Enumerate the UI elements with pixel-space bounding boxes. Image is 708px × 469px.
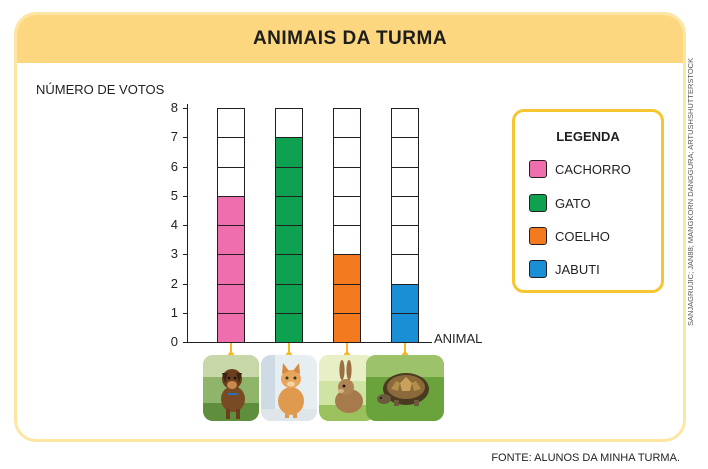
bar-empty-cell <box>217 137 245 168</box>
legend-item-cachorro: CACHORRO <box>529 159 631 179</box>
legend-label: GATO <box>555 195 591 211</box>
bar-empty-cell <box>391 166 419 197</box>
y-tick-mark <box>183 137 188 139</box>
tortoise-photo <box>366 355 444 421</box>
bar-connector <box>230 343 232 355</box>
bar-filled-cell <box>217 225 245 256</box>
legend-label: CACHORRO <box>555 161 631 177</box>
chart-source: FONTE: ALUNOS DA MINHA TURMA. <box>491 452 680 464</box>
bar-filled-cell <box>275 166 303 197</box>
card-header: ANIMAIS DA TURMA <box>17 15 683 63</box>
chart-title: ANIMAIS DA TURMA <box>252 28 448 49</box>
y-tick-mark <box>183 166 188 168</box>
bar-filled-cell <box>275 283 303 314</box>
legend-label: COELHO <box>555 228 610 244</box>
bar-filled-cell <box>217 254 245 285</box>
y-tick-mark <box>183 342 188 343</box>
y-tick-mark <box>183 254 188 256</box>
legend-item-coelho: COELHO <box>529 226 610 246</box>
legend-title: LEGENDA <box>556 129 620 144</box>
bar-cachorro <box>217 108 245 343</box>
legend-item-jabuti: JABUTI <box>529 259 600 279</box>
y-tick-mark <box>183 283 188 285</box>
bar-filled-cell <box>275 254 303 285</box>
bar-filled-cell <box>391 312 419 343</box>
bar-empty-cell <box>275 108 303 139</box>
bar-filled-cell <box>333 254 361 285</box>
bar-filled-cell <box>275 225 303 256</box>
legend-swatch-jabuti <box>529 260 547 278</box>
y-tick-label: 0 <box>170 334 178 349</box>
bar-connector <box>288 343 290 355</box>
legend-swatch-cachorro <box>529 160 547 178</box>
bar-filled-cell <box>333 283 361 314</box>
x-axis-line <box>187 342 432 343</box>
bar-filled-cell <box>333 312 361 343</box>
y-tick-label: 3 <box>170 246 178 262</box>
dog-photo <box>203 355 259 421</box>
y-tick-mark <box>183 195 188 197</box>
legend-swatch-gato <box>529 194 547 212</box>
bar-empty-cell <box>391 254 419 285</box>
bar-filled-cell <box>217 312 245 343</box>
y-tick-label: 4 <box>170 217 178 232</box>
bar-filled-cell <box>391 283 419 314</box>
bar-empty-cell <box>333 225 361 256</box>
x-axis-label: ANIMAL <box>434 331 483 346</box>
bar-filled-cell <box>275 195 303 226</box>
bar-empty-cell <box>333 166 361 197</box>
bar-empty-cell <box>217 166 245 197</box>
legend-swatch-coelho <box>529 227 547 245</box>
legend-item-gato: GATO <box>529 193 591 213</box>
y-tick-label: 8 <box>170 100 178 115</box>
bar-empty-cell <box>391 108 419 139</box>
y-tick-label: 7 <box>170 129 178 145</box>
y-tick-mark <box>183 312 188 314</box>
bar-connector <box>346 343 348 355</box>
bar-filled-cell <box>275 312 303 343</box>
rabbit-photo <box>319 355 375 421</box>
y-axis-label: NÚMERO DE VOTOS <box>36 82 165 97</box>
bar-empty-cell <box>391 137 419 168</box>
y-tick-label: 6 <box>170 158 178 174</box>
bar-filled-cell <box>217 283 245 314</box>
y-tick-label: 2 <box>170 275 178 291</box>
bar-empty-cell <box>333 195 361 226</box>
bar-filled-cell <box>217 195 245 226</box>
y-axis-line <box>187 104 188 343</box>
image-credit: SANJAGRUJIC; JAN88; MANGKORN DANGGURA; A… <box>686 57 695 326</box>
legend: LEGENDA CACHORRO GATO COELHO JABUTI <box>512 109 664 293</box>
y-tick-label: 1 <box>170 304 178 320</box>
bar-coelho <box>333 108 361 343</box>
bar-jabuti <box>391 108 419 343</box>
legend-label: JABUTI <box>555 261 600 277</box>
bar-empty-cell <box>333 137 361 168</box>
y-tick-mark <box>183 225 188 226</box>
bar-empty-cell <box>333 108 361 139</box>
bar-empty-cell <box>217 108 245 139</box>
cat-photo <box>261 355 317 421</box>
bar-empty-cell <box>391 225 419 256</box>
y-tick-mark <box>183 108 188 109</box>
bar-empty-cell <box>391 195 419 226</box>
bar-gato <box>275 108 303 343</box>
bar-connector <box>404 343 406 355</box>
y-tick-label: 5 <box>170 187 178 203</box>
bar-filled-cell <box>275 137 303 168</box>
